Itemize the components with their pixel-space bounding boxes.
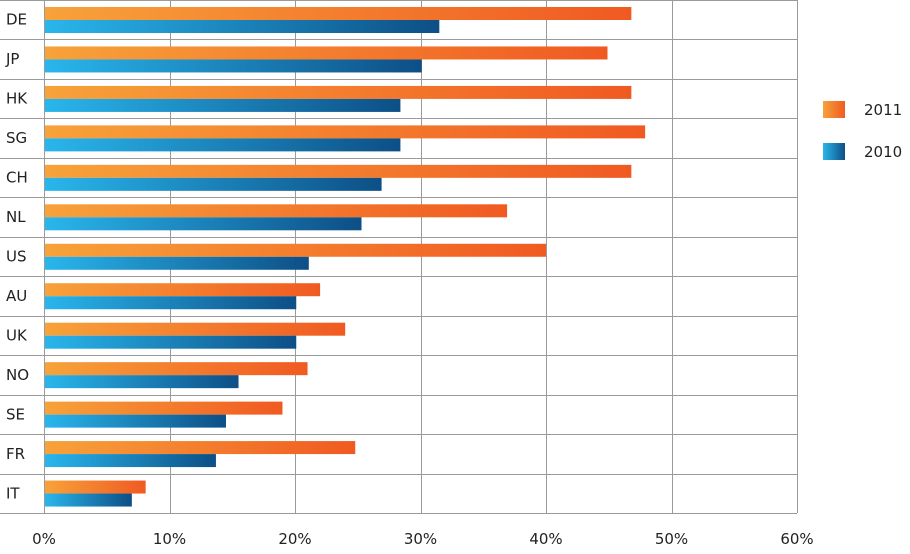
legend-swatch-2011 — [823, 101, 845, 118]
bar-ch-2011 — [45, 164, 632, 178]
x-axis-tick-labels: 0% 10% 20% 30% 40% 50% 60% — [32, 530, 814, 548]
legend-label-2011: 2011 — [864, 101, 902, 119]
x-tick-label: 0% — [32, 530, 56, 548]
bar-sg-2010 — [45, 138, 401, 152]
category-label-jp: JP — [5, 50, 19, 68]
bar-se-2011 — [45, 401, 283, 415]
bar-fr-2010 — [45, 454, 216, 468]
category-label-au: AU — [6, 287, 27, 305]
bar-no-2011 — [45, 362, 308, 376]
x-tick-label: 20% — [278, 530, 311, 548]
legend-label-2010: 2010 — [864, 143, 902, 161]
category-label-ch: CH — [6, 169, 28, 187]
category-label-no: NO — [6, 366, 29, 384]
bar-au-2011 — [45, 283, 321, 297]
category-label-us: US — [6, 248, 27, 266]
bar-au-2010 — [45, 296, 297, 310]
bar-hk-2010 — [45, 98, 401, 112]
category-label-it: IT — [6, 484, 20, 502]
bars — [45, 7, 646, 507]
bar-nl-2011 — [45, 204, 508, 218]
x-tick-label: 60% — [780, 530, 813, 548]
bar-us-2011 — [45, 243, 546, 257]
category-label-se: SE — [6, 405, 25, 423]
bar-us-2010 — [45, 256, 309, 270]
x-tick-label: 10% — [153, 530, 186, 548]
bar-ch-2010 — [45, 177, 382, 191]
bar-de-2010 — [45, 20, 440, 33]
category-label-hk: HK — [6, 90, 28, 108]
category-label-de: DE — [6, 11, 27, 29]
x-tick-label: 50% — [655, 530, 688, 548]
bar-jp-2011 — [45, 46, 608, 60]
bar-hk-2011 — [45, 85, 632, 99]
bar-jp-2010 — [45, 59, 422, 73]
bar-uk-2010 — [45, 335, 297, 349]
bar-it-2011 — [45, 480, 146, 494]
bar-no-2010 — [45, 375, 239, 389]
x-tick-label: 40% — [529, 530, 562, 548]
legend-swatch-2010 — [823, 143, 845, 160]
category-labels: DE JP HK SG CH NL US AU UK NO SE FR IT — [5, 11, 29, 503]
bar-sg-2011 — [45, 125, 646, 139]
bar-de-2011 — [45, 7, 632, 20]
bar-it-2010 — [45, 493, 132, 507]
category-label-sg: SG — [6, 129, 27, 147]
bar-se-2010 — [45, 414, 226, 428]
bar-fr-2011 — [45, 441, 356, 455]
category-label-uk: UK — [6, 326, 28, 344]
legend: 2011 2010 — [823, 101, 902, 161]
bar-uk-2011 — [45, 322, 346, 336]
category-label-fr: FR — [6, 445, 25, 463]
bar-nl-2010 — [45, 217, 362, 231]
x-tick-label: 30% — [404, 530, 437, 548]
category-label-nl: NL — [6, 208, 26, 226]
